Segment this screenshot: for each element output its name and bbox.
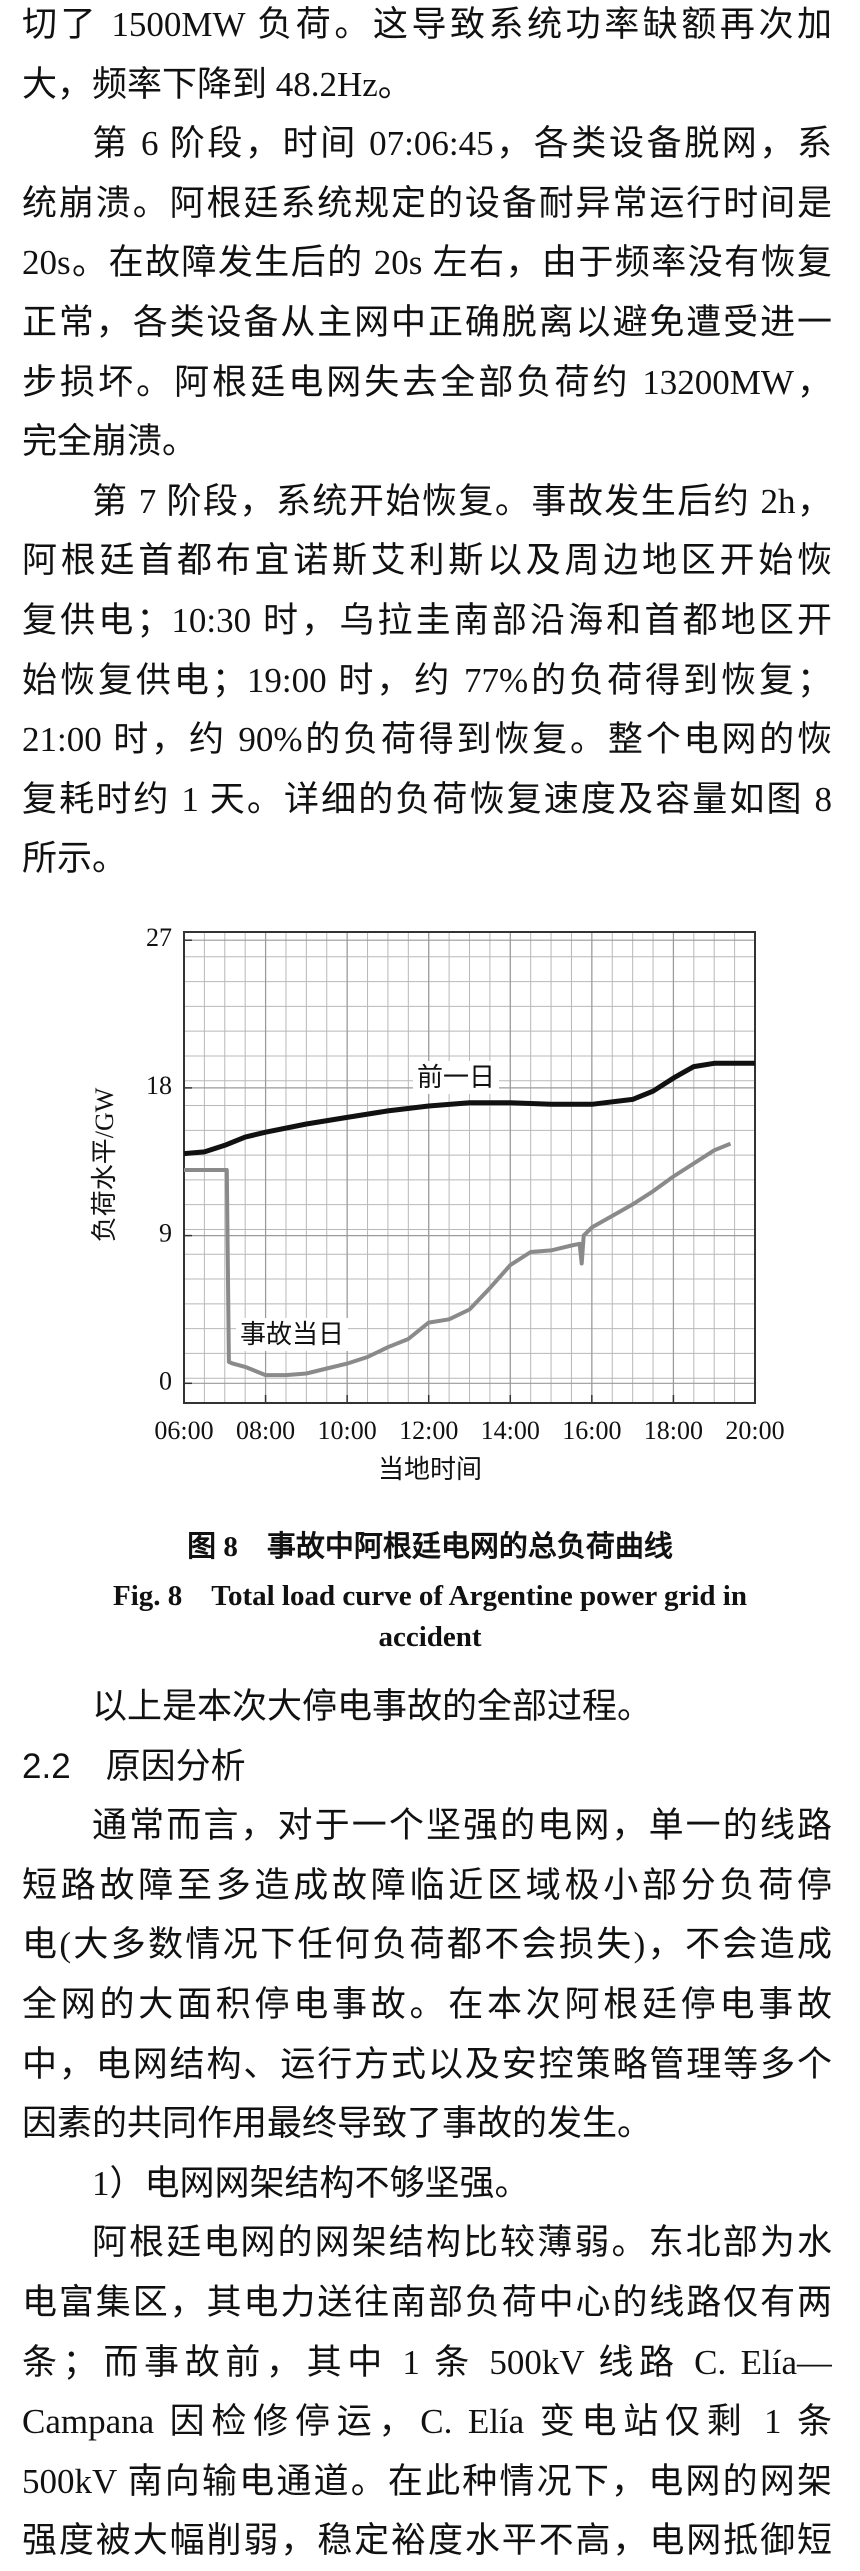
y-tick-label: 18 (146, 1071, 172, 1100)
text-line: 复耗时约 1 天。详细的负荷恢复速度及容量如图 8 (22, 779, 832, 819)
text-line: 大，频率下降到 48.2Hz。 (22, 64, 413, 104)
y-tick-label: 9 (159, 1219, 172, 1248)
series-label-bg (235, 1317, 349, 1351)
series-label: 事故当日 (240, 1320, 344, 1349)
text-line: 第 7 阶段，系统开始恢复。事故发生后约 2h， (92, 481, 832, 521)
caption-en: Fig. 8 Total load curve of Argentine pow… (113, 1580, 747, 1612)
text-line: 通常而言，对于一个坚强的电网，单一的线路 (92, 1806, 832, 1846)
series-line (184, 1060, 755, 1157)
x-tick-label: 12:00 (399, 1416, 458, 1445)
text-line: 完全崩溃。 (22, 422, 198, 462)
text-after: 以上是本次大停电事故的全部过程。 2.2 原因分析通常而言，对于一个坚强的电网，单… (22, 1677, 832, 2571)
text-line: 统崩溃。阿根廷系统规定的设备耐异常运行时间是 (22, 183, 832, 223)
text-line: 正常，各类设备从主网中正确脱离以避免遭受进一 (22, 302, 832, 342)
y-tick-label: 27 (146, 923, 172, 952)
plot-frame (183, 931, 756, 1404)
text-line: 全网的大面积停电事故。在本次阿根廷停电事故 (22, 1984, 832, 2024)
text-line: 步损坏。阿根廷电网失去全部负荷约 13200MW， (22, 362, 832, 402)
text-line: 短路故障至多造成故障临近区域极小部分负荷停 (22, 1865, 832, 1905)
text-line: 复供电；10:30 时，乌拉圭南部沿海和首都地区开 (22, 600, 832, 640)
text-line: 切了 1500MW 负荷。这导致系统功率缺额再次加 (22, 5, 832, 44)
caption-zh: 图 8 事故中阿根廷电网的总负荷曲线 (187, 1531, 673, 1563)
text-line: 第 6 阶段，时间 07:06:45，各类设备脱网，系 (92, 124, 832, 164)
x-axis-label: 当地时间 (378, 1455, 482, 1484)
text-line: 1）电网网架结构不够坚强。 (92, 2163, 530, 2203)
text-line: 500kV 南向输电通道。在此种情况下，电网的网架 (22, 2461, 832, 2501)
text-line: Campana 因检修停运，C. Elía 变电站仅剩 1 条 (22, 2402, 832, 2442)
text-line: 电富集区，其电力送往南部负荷中心的线路仅有两 (22, 2282, 832, 2322)
text-line: 电(大多数情况下任何负荷都不会损失)，不会造成 (22, 1925, 832, 1965)
text-line: 强度被大幅削弱，稳定裕度水平不高，电网抵御短 (22, 2521, 832, 2561)
x-tick-label: 14:00 (481, 1416, 540, 1445)
x-tick-label: 10:00 (318, 1416, 377, 1445)
text-line: 始恢复供电；19:00 时，约 77%的负荷得到恢复； (22, 660, 832, 700)
text-line: 20s。在故障发生后的 20s 左右，由于频率没有恢复 (22, 243, 832, 283)
x-tick-label: 08:00 (236, 1416, 295, 1445)
chart: 当地时间 负荷水平/GW 0 9 18 27 06:00 08:00 10:00 12:00 1… (90, 923, 785, 1484)
text-line: 阿根廷电网的网架结构比较薄弱。东北部为水 (92, 2223, 832, 2263)
text-line: 21:00 时，约 90%的负荷得到恢复。整个电网的恢 (22, 720, 832, 760)
x-tick-label: 18:00 (644, 1416, 703, 1445)
text-before: 切了 1500MW 负荷。这导致系统功率缺额再次加 大，频率下降到 48.2Hz。… (22, 0, 832, 889)
y-axis-label: 负荷水平/GW (90, 1087, 119, 1242)
text-line: 阿根廷首都布宜诺斯艾利斯以及周边地区开始恢 (22, 541, 832, 581)
series-label-bg (412, 1060, 500, 1094)
x-tick-label: 16:00 (562, 1416, 621, 1445)
text-line: 因素的共同作用最终导致了事故的发生。 (22, 2104, 653, 2144)
text-line: 条；而事故前，其中 1 条 500kV 线路 C. Elía— (22, 2342, 832, 2382)
text-line: 中，电网结构、运行方式以及安控策略管理等多个 (22, 2044, 832, 2084)
x-tick-label: 20:00 (725, 1416, 784, 1445)
series-label: 前一日 (417, 1063, 495, 1092)
x-tick-label: 06:00 (154, 1416, 213, 1445)
y-tick-label: 0 (159, 1366, 172, 1395)
text-line: 2.2 原因分析 (22, 1746, 246, 1786)
text-line: 以上是本次大停电事故的全部过程。 (92, 1687, 653, 1726)
series-line (184, 1141, 732, 1378)
caption-en: accident (378, 1621, 482, 1653)
text-line: 所示。 (22, 839, 128, 879)
